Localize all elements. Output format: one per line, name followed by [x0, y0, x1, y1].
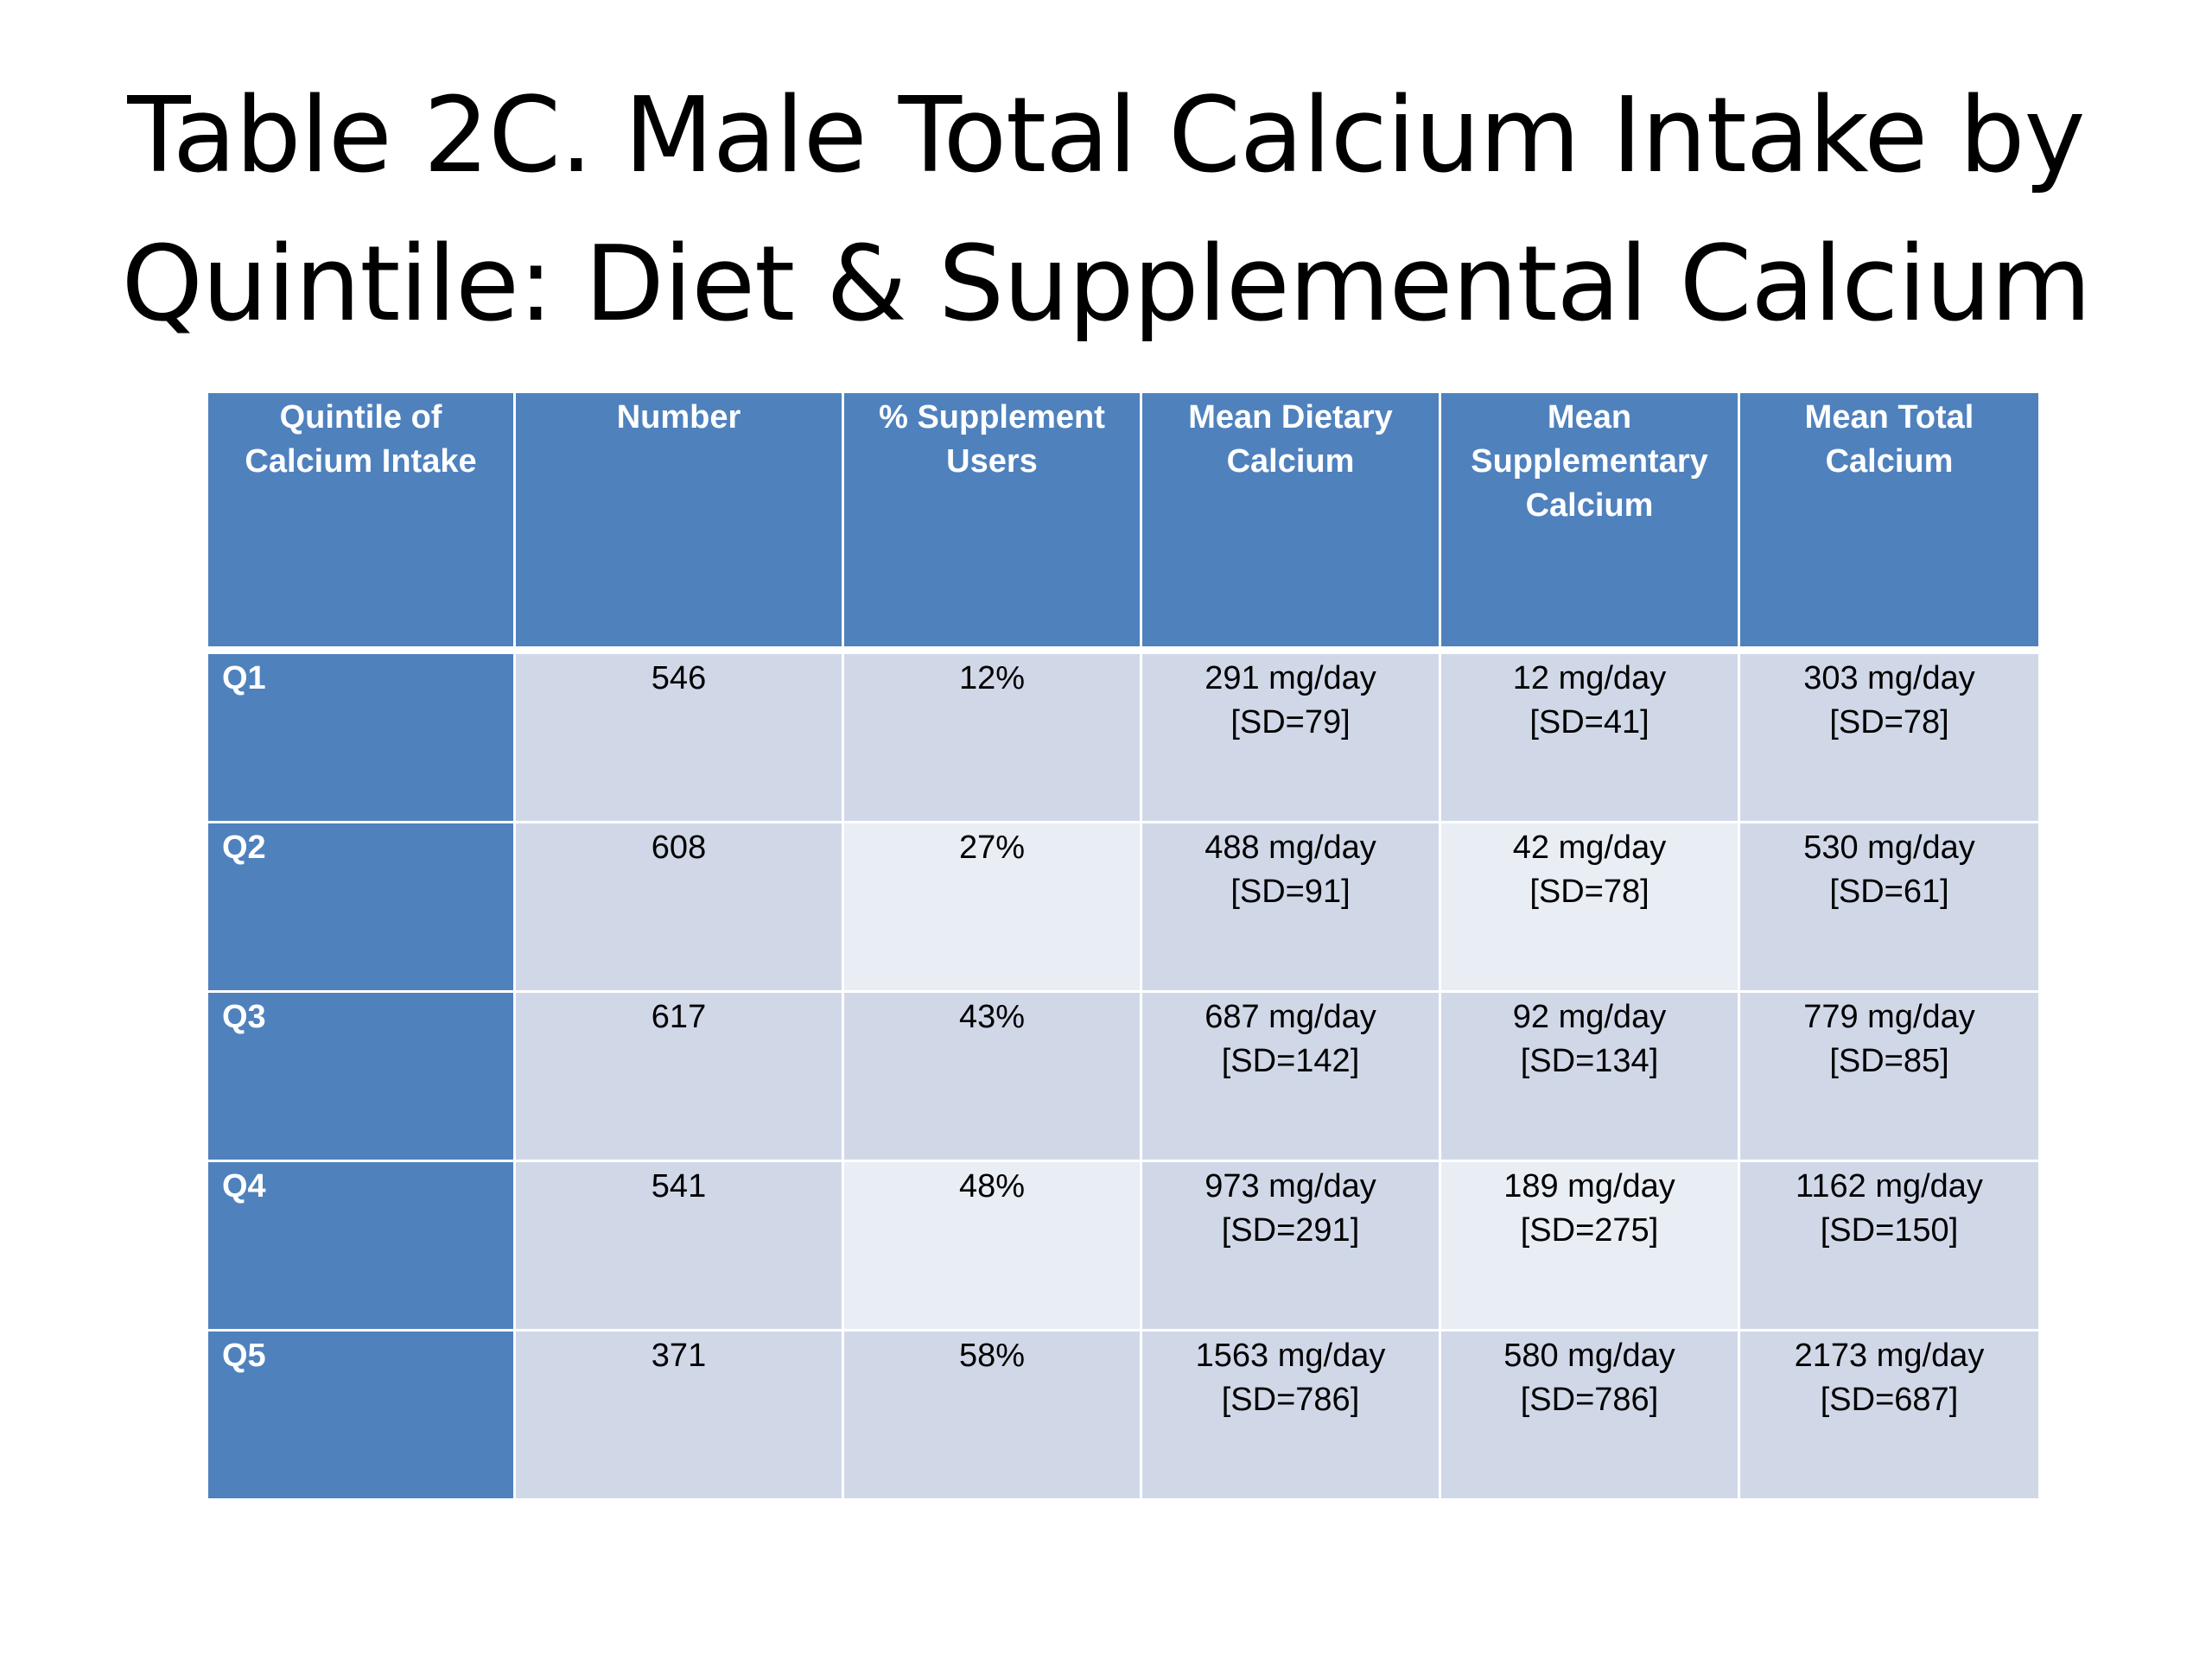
- column-header-mean-dietary: Mean Dietary Calcium: [1140, 391, 1441, 654]
- mean-value: 779 mg/day: [1803, 999, 1975, 1035]
- sd-value: [SD=142]: [1221, 1043, 1360, 1079]
- mean-total-cell: 1162 mg/day [SD=150]: [1738, 1160, 2041, 1332]
- column-header-quintile: Quintile of Calcium Intake: [206, 391, 516, 654]
- mean-dietary-cell: 687 mg/day [SD=142]: [1140, 990, 1441, 1162]
- mean-value: 530 mg/day: [1803, 830, 1975, 866]
- mean-value: 973 mg/day: [1205, 1168, 1376, 1205]
- table-row: Q3 617 43% 687 mg/day [SD=142] 92 mg/day…: [206, 990, 2041, 1162]
- table-body: Q1 546 12% 291 mg/day [SD=79] 12 mg/day …: [206, 649, 2041, 1501]
- table-row: Q5 371 58% 1563 mg/day [SD=786] 580 mg/d…: [206, 1329, 2041, 1501]
- sd-value: [SD=41]: [1529, 704, 1649, 741]
- mean-dietary-cell: 291 mg/day [SD=79]: [1140, 649, 1441, 823]
- table-row: Q2 608 27% 488 mg/day [SD=91] 42 mg/day …: [206, 821, 2041, 993]
- mean-value: 12 mg/day: [1512, 660, 1667, 696]
- mean-value: 189 mg/day: [1503, 1168, 1675, 1205]
- column-header-mean-total: Mean Total Calcium: [1738, 391, 2041, 654]
- quintile-cell: Q2: [206, 821, 516, 993]
- column-header-mean-supplementary-line-2: Supplementary: [1471, 443, 1708, 480]
- number-cell: 617: [513, 990, 844, 1162]
- column-header-mean-supplementary: Mean Supplementary Calcium: [1439, 391, 1740, 654]
- mean-supplementary-cell: 12 mg/day [SD=41]: [1439, 649, 1740, 823]
- pct-supplement-cell: 12%: [842, 649, 1142, 823]
- mean-value: 92 mg/day: [1512, 999, 1667, 1035]
- number-cell: 541: [513, 1160, 844, 1332]
- quintile-cell: Q1: [206, 649, 516, 823]
- mean-supplementary-cell: 42 mg/day [SD=78]: [1439, 821, 1740, 993]
- quintile-cell: Q3: [206, 990, 516, 1162]
- sd-value: [SD=78]: [1529, 874, 1649, 910]
- table-row: Q1 546 12% 291 mg/day [SD=79] 12 mg/day …: [206, 649, 2041, 823]
- column-header-mean-total-line-2: Calcium: [1825, 443, 1954, 480]
- table-row: Q4 541 48% 973 mg/day [SD=291] 189 mg/da…: [206, 1160, 2041, 1332]
- column-header-mean-dietary-line-1: Mean Dietary: [1188, 399, 1393, 435]
- mean-total-cell: 779 mg/day [SD=85]: [1738, 990, 2041, 1162]
- column-header-mean-supplementary-line-3: Calcium: [1525, 487, 1654, 524]
- pct-supplement-cell: 48%: [842, 1160, 1142, 1332]
- mean-value: 2173 mg/day: [1794, 1338, 1985, 1374]
- mean-total-cell: 2173 mg/day [SD=687]: [1738, 1329, 2041, 1501]
- sd-value: [SD=687]: [1820, 1382, 1959, 1418]
- pct-supplement-cell: 27%: [842, 821, 1142, 993]
- mean-value: 580 mg/day: [1503, 1338, 1675, 1374]
- table-header: Quintile of Calcium Intake Number % Supp…: [206, 391, 2041, 654]
- sd-value: [SD=79]: [1230, 704, 1351, 741]
- slide-title-line-2: Quintile: Diet & Supplemental Calcium: [121, 225, 2091, 345]
- column-header-number: Number: [513, 391, 844, 654]
- mean-value: 687 mg/day: [1205, 999, 1376, 1035]
- mean-supplementary-cell: 580 mg/day [SD=786]: [1439, 1329, 1740, 1501]
- sd-value: [SD=61]: [1829, 874, 1949, 910]
- quintile-cell: Q4: [206, 1160, 516, 1332]
- sd-value: [SD=78]: [1829, 704, 1949, 741]
- sd-value: [SD=291]: [1221, 1212, 1360, 1249]
- column-header-pct-supplement-line-1: % Supplement: [879, 399, 1105, 435]
- number-cell: 546: [513, 649, 844, 823]
- column-header-quintile-line-1: Quintile of: [279, 399, 442, 435]
- column-header-quintile-line-2: Calcium Intake: [245, 443, 477, 480]
- sd-value: [SD=91]: [1230, 874, 1351, 910]
- slide-title-line-1: Table 2C. Male Total Calcium Intake by: [127, 76, 2085, 196]
- column-header-mean-supplementary-line-1: Mean: [1547, 399, 1632, 435]
- sd-value: [SD=786]: [1520, 1382, 1659, 1418]
- mean-total-cell: 530 mg/day [SD=61]: [1738, 821, 2041, 993]
- number-cell: 371: [513, 1329, 844, 1501]
- calcium-quintile-table-container: Quintile of Calcium Intake Number % Supp…: [206, 391, 2041, 1501]
- mean-value: 1162 mg/day: [1796, 1168, 1983, 1205]
- mean-total-cell: 303 mg/day [SD=78]: [1738, 649, 2041, 823]
- slide-title: Table 2C. Male Total Calcium Intake by Q…: [0, 62, 2212, 359]
- mean-dietary-cell: 973 mg/day [SD=291]: [1140, 1160, 1441, 1332]
- mean-value: 1563 mg/day: [1195, 1338, 1386, 1374]
- sd-value: [SD=134]: [1520, 1043, 1659, 1079]
- table-header-row: Quintile of Calcium Intake Number % Supp…: [206, 391, 2041, 654]
- mean-dietary-cell: 1563 mg/day [SD=786]: [1140, 1329, 1441, 1501]
- mean-value: 303 mg/day: [1803, 660, 1975, 696]
- column-header-mean-total-line-1: Mean Total: [1804, 399, 1974, 435]
- sd-value: [SD=150]: [1820, 1212, 1959, 1249]
- mean-value: 42 mg/day: [1512, 830, 1667, 866]
- column-header-mean-dietary-line-2: Calcium: [1226, 443, 1355, 480]
- column-header-pct-supplement-line-2: Users: [946, 443, 1038, 480]
- mean-value: 291 mg/day: [1205, 660, 1376, 696]
- mean-dietary-cell: 488 mg/day [SD=91]: [1140, 821, 1441, 993]
- pct-supplement-cell: 43%: [842, 990, 1142, 1162]
- quintile-cell: Q5: [206, 1329, 516, 1501]
- calcium-quintile-table: Quintile of Calcium Intake Number % Supp…: [206, 391, 2041, 1501]
- sd-value: [SD=786]: [1221, 1382, 1360, 1418]
- column-header-pct-supplement: % Supplement Users: [842, 391, 1142, 654]
- number-cell: 608: [513, 821, 844, 993]
- mean-supplementary-cell: 92 mg/day [SD=134]: [1439, 990, 1740, 1162]
- mean-supplementary-cell: 189 mg/day [SD=275]: [1439, 1160, 1740, 1332]
- sd-value: [SD=85]: [1829, 1043, 1949, 1079]
- pct-supplement-cell: 58%: [842, 1329, 1142, 1501]
- mean-value: 488 mg/day: [1205, 830, 1376, 866]
- sd-value: [SD=275]: [1520, 1212, 1659, 1249]
- column-header-number-line-1: Number: [616, 399, 741, 435]
